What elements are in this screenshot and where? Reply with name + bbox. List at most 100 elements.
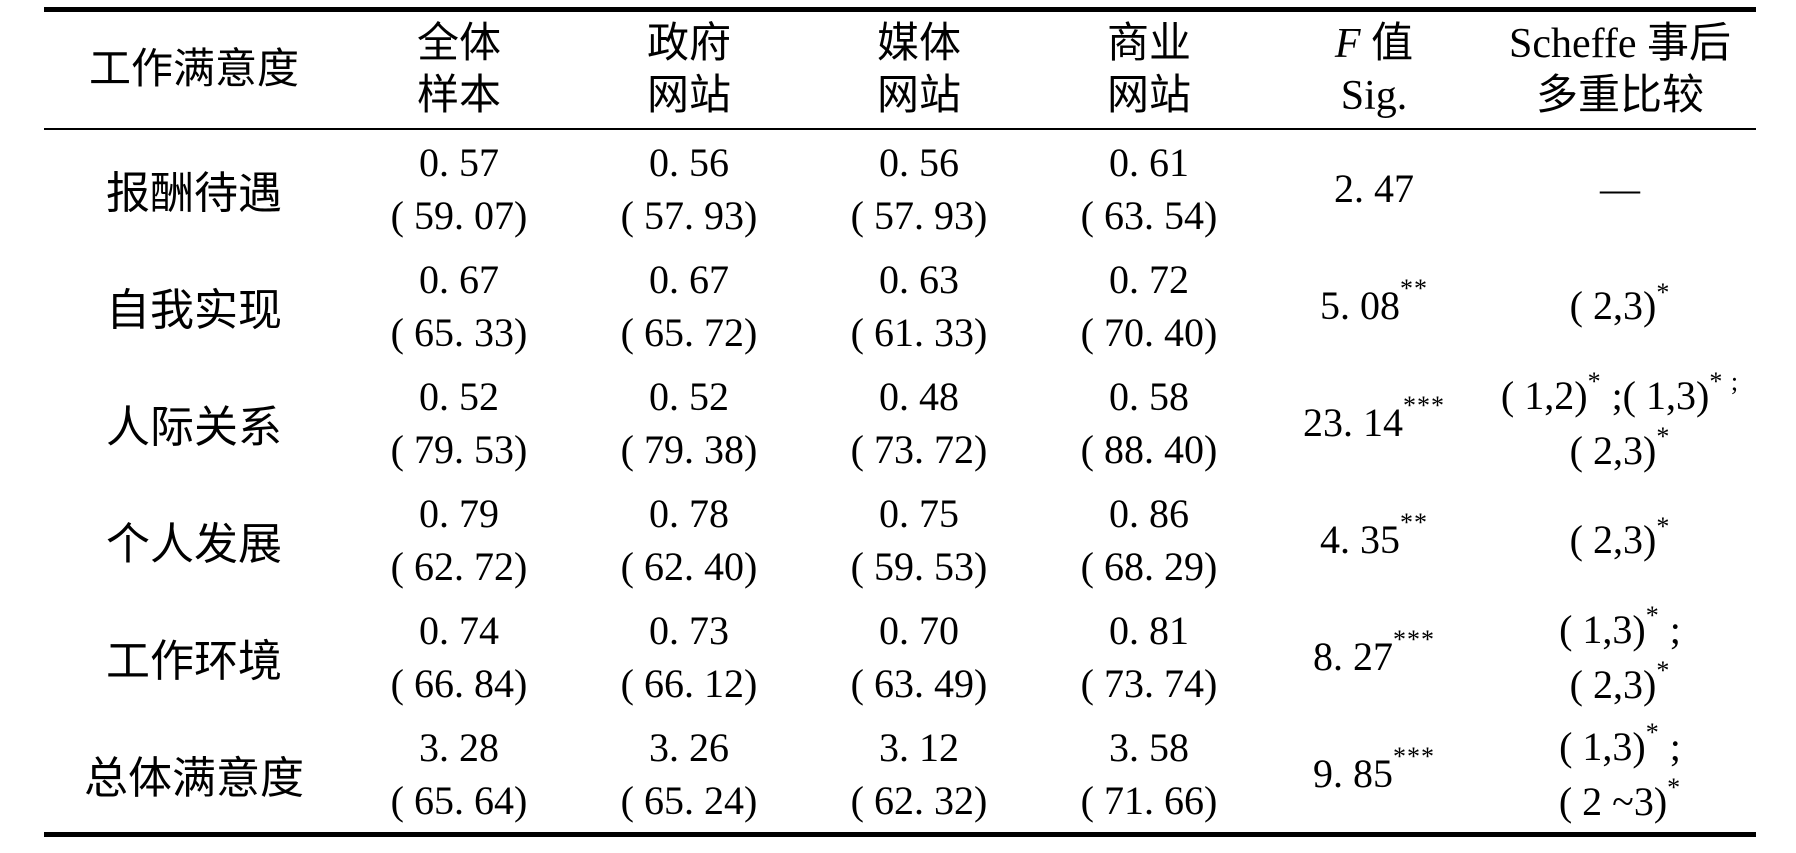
- mean-value: 0. 72: [1109, 256, 1189, 302]
- table-row: 总体满意度 3. 28 ( 65. 64) 3. 26 ( 65. 24) 3. 12 ( …: [44, 715, 1756, 835]
- mean-score-cell: 0. 86 ( 68. 29): [1034, 481, 1264, 598]
- mean-score-cell: 0. 70 ( 63. 49): [804, 598, 1034, 715]
- mean-score-cell: 0. 78 ( 62. 40): [574, 481, 804, 598]
- mean-value: 0. 52: [649, 373, 729, 419]
- mean-score-cell: 0. 72 ( 70. 40): [1034, 247, 1264, 364]
- header-line: Scheffe 事后: [1509, 21, 1731, 67]
- mean-score-cell: 0. 79 ( 62. 72): [344, 481, 574, 598]
- score-value: ( 65. 24): [620, 777, 758, 823]
- score-value: ( 59. 07): [390, 192, 528, 238]
- mean-score-cell: 0. 81 ( 73. 74): [1034, 598, 1264, 715]
- f-value-cell: 4. 35**: [1264, 481, 1484, 598]
- mean-score-cell: 0. 52 ( 79. 38): [574, 364, 804, 481]
- mean-score-cell: 0. 56 ( 57. 93): [804, 129, 1034, 247]
- header-line: 网站: [876, 73, 961, 119]
- scheffe-line: ( 1,3)* ;: [1559, 718, 1681, 769]
- header-line: 工作满意度: [88, 47, 299, 93]
- mean-value: 0. 67: [649, 256, 729, 302]
- mean-score-cell: 0. 57 ( 59. 07): [344, 129, 574, 247]
- score-value: ( 59. 53): [850, 543, 988, 589]
- header-line: 政府: [646, 21, 731, 67]
- mean-score-cell: 0. 52 ( 79. 53): [344, 364, 574, 481]
- header-line: 样本: [416, 73, 501, 119]
- mean-score-cell: 0. 61 ( 63. 54): [1034, 129, 1264, 247]
- table-row: 个人发展 0. 79 ( 62. 72) 0. 78 ( 62. 40) 0. 75 ( 5…: [44, 481, 1756, 598]
- header-line: 多重比较: [1535, 73, 1704, 119]
- scheffe-cell: ( 2,3)*: [1484, 481, 1756, 598]
- score-value: ( 63. 54): [1080, 192, 1218, 238]
- f-value: 4. 35**: [1320, 507, 1428, 562]
- scheffe-line: —: [1600, 166, 1640, 211]
- mean-value: 0. 52: [419, 373, 499, 419]
- table-row: 报酬待遇 0. 57 ( 59. 07) 0. 56 ( 57. 93) 0. 56 ( 5…: [44, 129, 1756, 247]
- job-satisfaction-anova-table: 工作满意度 全体 样本 政府 网站 媒体 网站 商业 网站 F 值 Sig. Scheffe 事后 多重…: [44, 7, 1756, 837]
- score-value: ( 63. 49): [850, 660, 988, 706]
- score-value: ( 62. 32): [850, 777, 988, 823]
- mean-value: 0. 48: [879, 373, 959, 419]
- scheffe-line: ( 2,3)*: [1569, 656, 1671, 707]
- mean-score-cell: 0. 74 ( 66. 84): [344, 598, 574, 715]
- row-label: 总体满意度: [84, 753, 304, 803]
- table-row: 自我实现 0. 67 ( 65. 33) 0. 67 ( 65. 72) 0. 63 ( 6…: [44, 247, 1756, 364]
- f-value: 8. 27***: [1313, 624, 1435, 679]
- f-value-cell: 8. 27***: [1264, 598, 1484, 715]
- score-value: ( 73. 74): [1080, 660, 1218, 706]
- f-value: 9. 85***: [1313, 741, 1435, 796]
- score-value: ( 66. 84): [390, 660, 528, 706]
- scheffe-cell: —: [1484, 129, 1756, 247]
- mean-value: 0. 61: [1109, 139, 1189, 185]
- mean-score-cell: 3. 58 ( 71. 66): [1034, 715, 1264, 835]
- header-row: 工作满意度 全体 样本 政府 网站 媒体 网站 商业 网站 F 值 Sig. Scheffe 事后 多重…: [44, 10, 1756, 130]
- mean-value: 0. 67: [419, 256, 499, 302]
- score-value: ( 57. 93): [620, 192, 758, 238]
- score-value: ( 79. 53): [390, 426, 528, 472]
- mean-value: 0. 63: [879, 256, 959, 302]
- mean-value: 0. 86: [1109, 490, 1189, 536]
- mean-value: 3. 26: [649, 724, 729, 770]
- mean-value: 0. 74: [419, 607, 499, 653]
- header-line: F 值: [1334, 21, 1414, 67]
- mean-value: 0. 56: [649, 139, 729, 185]
- score-value: ( 62. 40): [620, 543, 758, 589]
- row-label: 个人发展: [106, 519, 282, 569]
- mean-value: 0. 70: [879, 607, 959, 653]
- table-row: 工作环境 0. 74 ( 66. 84) 0. 73 ( 66. 12) 0. 70 ( 6…: [44, 598, 1756, 715]
- mean-score-cell: 0. 63 ( 61. 33): [804, 247, 1034, 364]
- scheffe-line: ( 2 ~3)*: [1558, 773, 1682, 824]
- row-label: 报酬待遇: [106, 168, 282, 218]
- mean-score-cell: 3. 28 ( 65. 64): [344, 715, 574, 835]
- score-value: ( 79. 38): [620, 426, 758, 472]
- header-media-site: 媒体 网站: [804, 10, 1034, 130]
- f-value: 5. 08**: [1320, 273, 1428, 328]
- header-total-sample: 全体 样本: [344, 10, 574, 130]
- scheffe-cell: ( 1,3)* ;( 2 ~3)*: [1484, 715, 1756, 835]
- mean-value: 0. 73: [649, 607, 729, 653]
- header-f-sig: F 值 Sig.: [1264, 10, 1484, 130]
- f-value-cell: 9. 85***: [1264, 715, 1484, 835]
- row-label: 工作环境: [106, 636, 282, 686]
- header-biz-site: 商业 网站: [1034, 10, 1264, 130]
- f-value-cell: 23. 14***: [1264, 364, 1484, 481]
- scheffe-line: ( 1,3)* ;: [1559, 601, 1681, 652]
- score-value: ( 57. 93): [850, 192, 988, 238]
- scheffe-line: ( 1,2)* ;( 1,3)* ;: [1500, 367, 1740, 418]
- mean-value: 3. 58: [1109, 724, 1189, 770]
- mean-value: 0. 79: [419, 490, 499, 536]
- row-label: 人际关系: [106, 402, 282, 452]
- header-line: 网站: [1106, 73, 1191, 119]
- mean-score-cell: 0. 67 ( 65. 72): [574, 247, 804, 364]
- mean-score-cell: 0. 67 ( 65. 33): [344, 247, 574, 364]
- score-value: ( 71. 66): [1080, 777, 1218, 823]
- score-value: ( 61. 33): [850, 309, 988, 355]
- header-gov-site: 政府 网站: [574, 10, 804, 130]
- row-label: 自我实现: [106, 285, 282, 335]
- f-value: 2. 47: [1334, 166, 1414, 211]
- table-row: 人际关系 0. 52 ( 79. 53) 0. 52 ( 79. 38) 0. 48 ( 7…: [44, 364, 1756, 481]
- score-value: ( 65. 64): [390, 777, 528, 823]
- mean-score-cell: 0. 73 ( 66. 12): [574, 598, 804, 715]
- mean-score-cell: 0. 48 ( 73. 72): [804, 364, 1034, 481]
- scheffe-line: ( 2,3)*: [1569, 277, 1671, 328]
- header-line: Sig.: [1340, 73, 1408, 119]
- score-value: ( 65. 33): [390, 309, 528, 355]
- score-value: ( 70. 40): [1080, 309, 1218, 355]
